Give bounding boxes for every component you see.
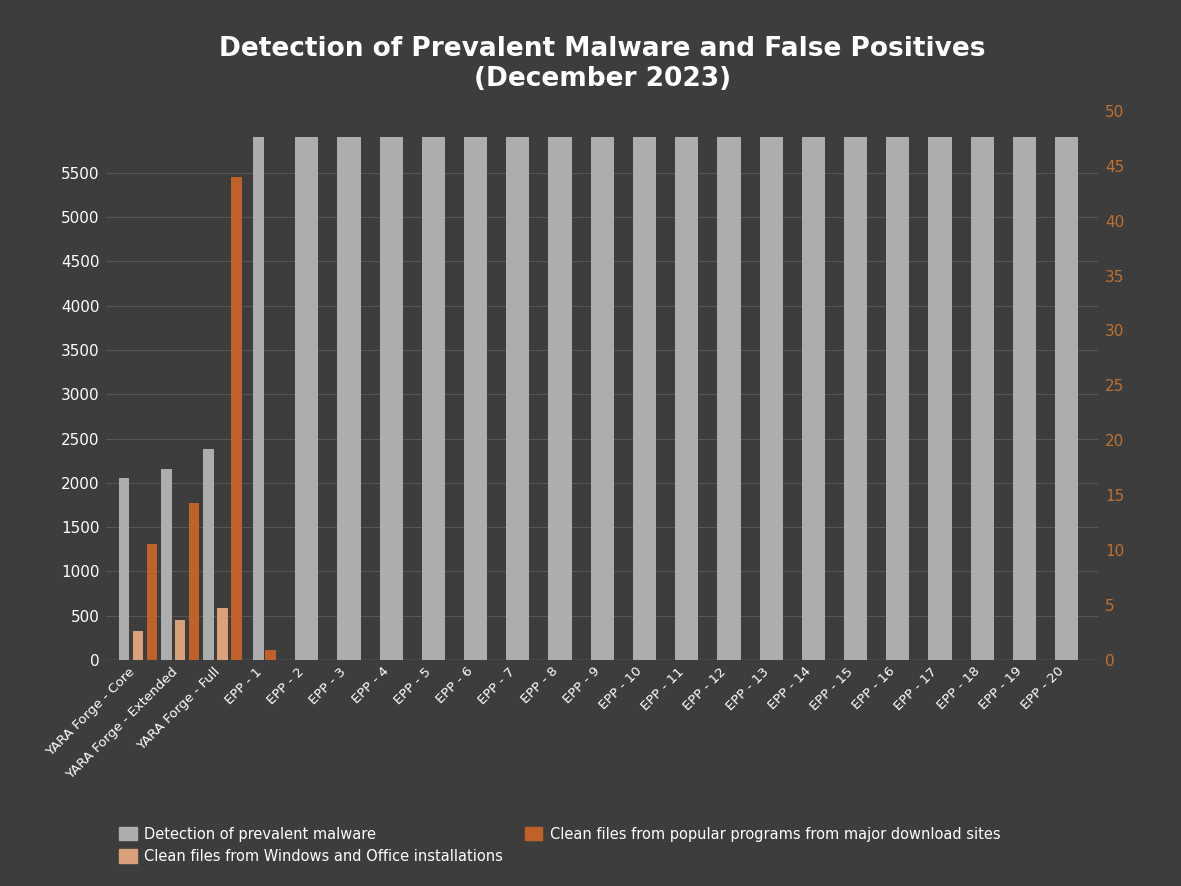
- Bar: [146, 544, 157, 660]
- Bar: [132, 631, 143, 660]
- Bar: [203, 449, 214, 660]
- Bar: [338, 137, 360, 660]
- Bar: [1055, 137, 1078, 660]
- Bar: [802, 137, 826, 660]
- Bar: [175, 620, 185, 660]
- Bar: [759, 137, 783, 660]
- Bar: [231, 177, 242, 660]
- Bar: [1013, 137, 1036, 660]
- Bar: [189, 503, 200, 660]
- Title: Detection of Prevalent Malware and False Positives
(December 2023): Detection of Prevalent Malware and False…: [218, 35, 986, 92]
- Bar: [253, 137, 263, 660]
- Bar: [266, 650, 276, 660]
- Bar: [507, 137, 529, 660]
- Bar: [717, 137, 740, 660]
- Bar: [217, 608, 228, 660]
- Bar: [844, 137, 867, 660]
- Bar: [464, 137, 488, 660]
- Bar: [119, 478, 129, 660]
- Bar: [886, 137, 909, 660]
- Bar: [161, 469, 171, 660]
- Bar: [928, 137, 952, 660]
- Bar: [422, 137, 445, 660]
- Bar: [548, 137, 572, 660]
- Legend: Detection of prevalent malware, Clean files from Windows and Office installation: Detection of prevalent malware, Clean fi…: [113, 821, 1006, 870]
- Bar: [633, 137, 657, 660]
- Bar: [295, 137, 319, 660]
- Bar: [676, 137, 698, 660]
- Bar: [971, 137, 994, 660]
- Bar: [590, 137, 614, 660]
- Bar: [379, 137, 403, 660]
